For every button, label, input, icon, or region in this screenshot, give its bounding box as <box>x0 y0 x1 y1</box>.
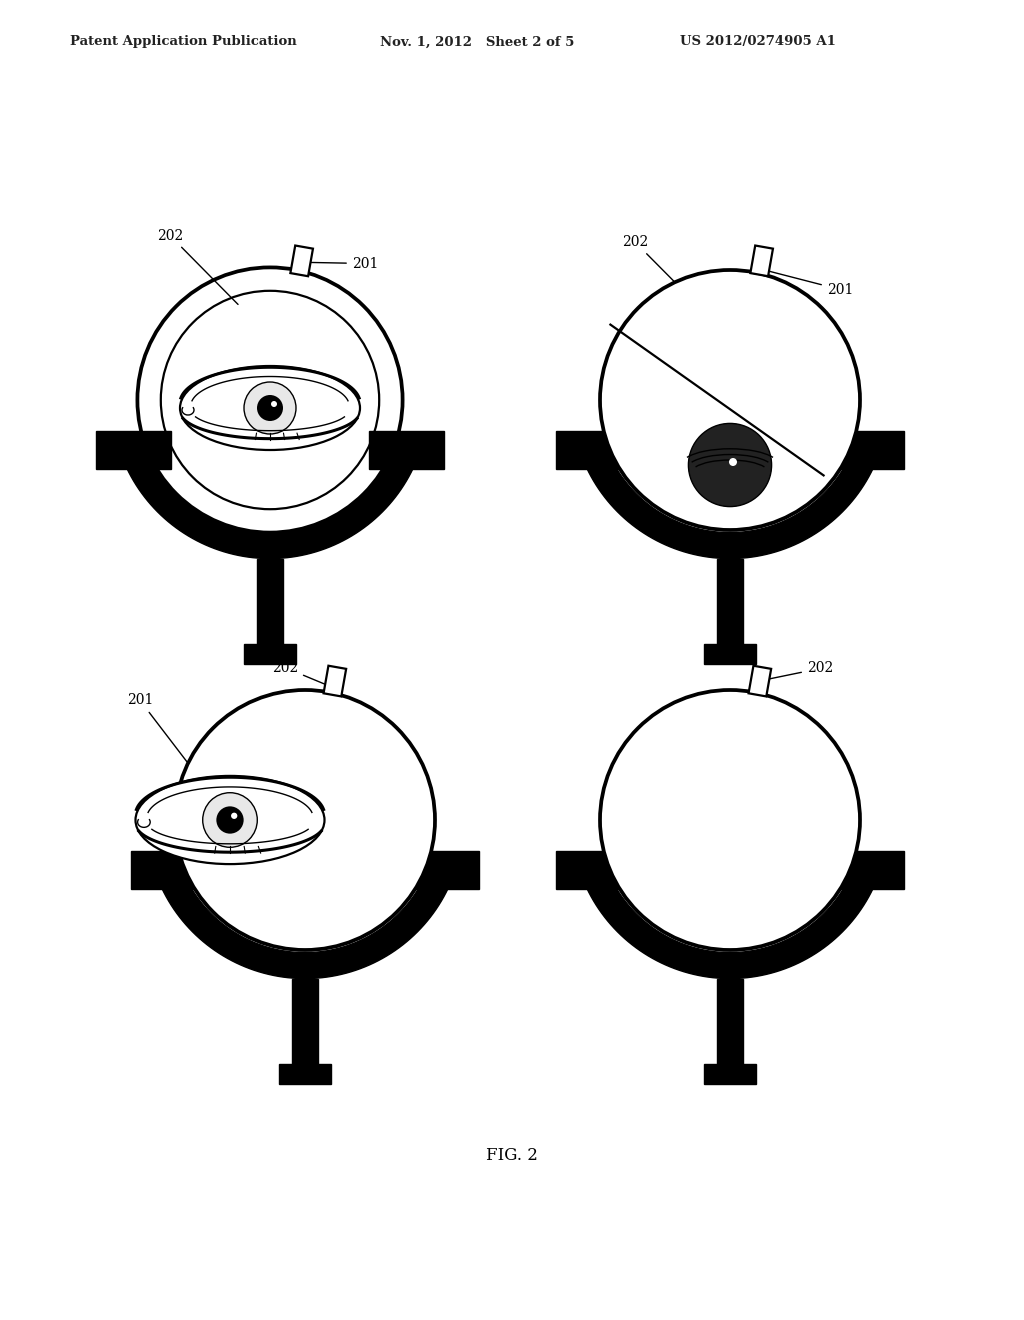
Text: FIG. 2: FIG. 2 <box>486 1147 538 1163</box>
Circle shape <box>600 271 860 531</box>
Circle shape <box>729 458 737 466</box>
Polygon shape <box>121 445 419 558</box>
Ellipse shape <box>180 366 360 450</box>
Bar <box>404 851 479 888</box>
Text: 202: 202 <box>765 661 834 680</box>
Ellipse shape <box>135 776 325 865</box>
Text: 201: 201 <box>127 693 218 803</box>
Circle shape <box>257 395 283 421</box>
Bar <box>717 978 743 1064</box>
Text: Patent Application Publication: Patent Application Publication <box>70 36 297 49</box>
Text: 202: 202 <box>622 235 693 301</box>
Polygon shape <box>581 445 879 558</box>
Bar <box>292 978 318 1064</box>
Text: US 2012/0274905 A1: US 2012/0274905 A1 <box>680 36 836 49</box>
Bar <box>95 432 171 469</box>
Circle shape <box>600 690 860 950</box>
Circle shape <box>271 401 278 407</box>
Bar <box>370 432 444 469</box>
Text: (b): (b) <box>719 594 741 609</box>
Circle shape <box>688 424 772 507</box>
Bar <box>279 1064 331 1084</box>
Polygon shape <box>156 866 454 978</box>
Circle shape <box>203 793 257 847</box>
Circle shape <box>244 381 296 434</box>
Bar <box>556 432 631 469</box>
Text: Nov. 1, 2012   Sheet 2 of 5: Nov. 1, 2012 Sheet 2 of 5 <box>380 36 574 49</box>
Bar <box>244 644 296 664</box>
Text: 201: 201 <box>768 271 853 297</box>
Bar <box>751 246 773 276</box>
Bar <box>324 665 346 697</box>
Bar <box>829 432 904 469</box>
Bar <box>257 558 283 644</box>
Text: 201: 201 <box>305 256 378 271</box>
Bar <box>705 644 756 664</box>
Polygon shape <box>581 866 879 978</box>
Text: (d): (d) <box>719 1015 741 1028</box>
Bar <box>749 665 771 697</box>
Text: (c): (c) <box>295 1015 315 1028</box>
Bar <box>829 851 904 888</box>
Circle shape <box>231 813 238 818</box>
Circle shape <box>175 690 435 950</box>
Bar <box>717 558 743 644</box>
Bar <box>705 1064 756 1084</box>
Text: 202: 202 <box>272 660 325 684</box>
Text: (a): (a) <box>259 594 281 609</box>
Circle shape <box>216 807 244 834</box>
Text: 202: 202 <box>157 228 238 305</box>
Bar <box>131 851 206 888</box>
Bar <box>556 851 631 888</box>
Bar <box>291 246 313 276</box>
